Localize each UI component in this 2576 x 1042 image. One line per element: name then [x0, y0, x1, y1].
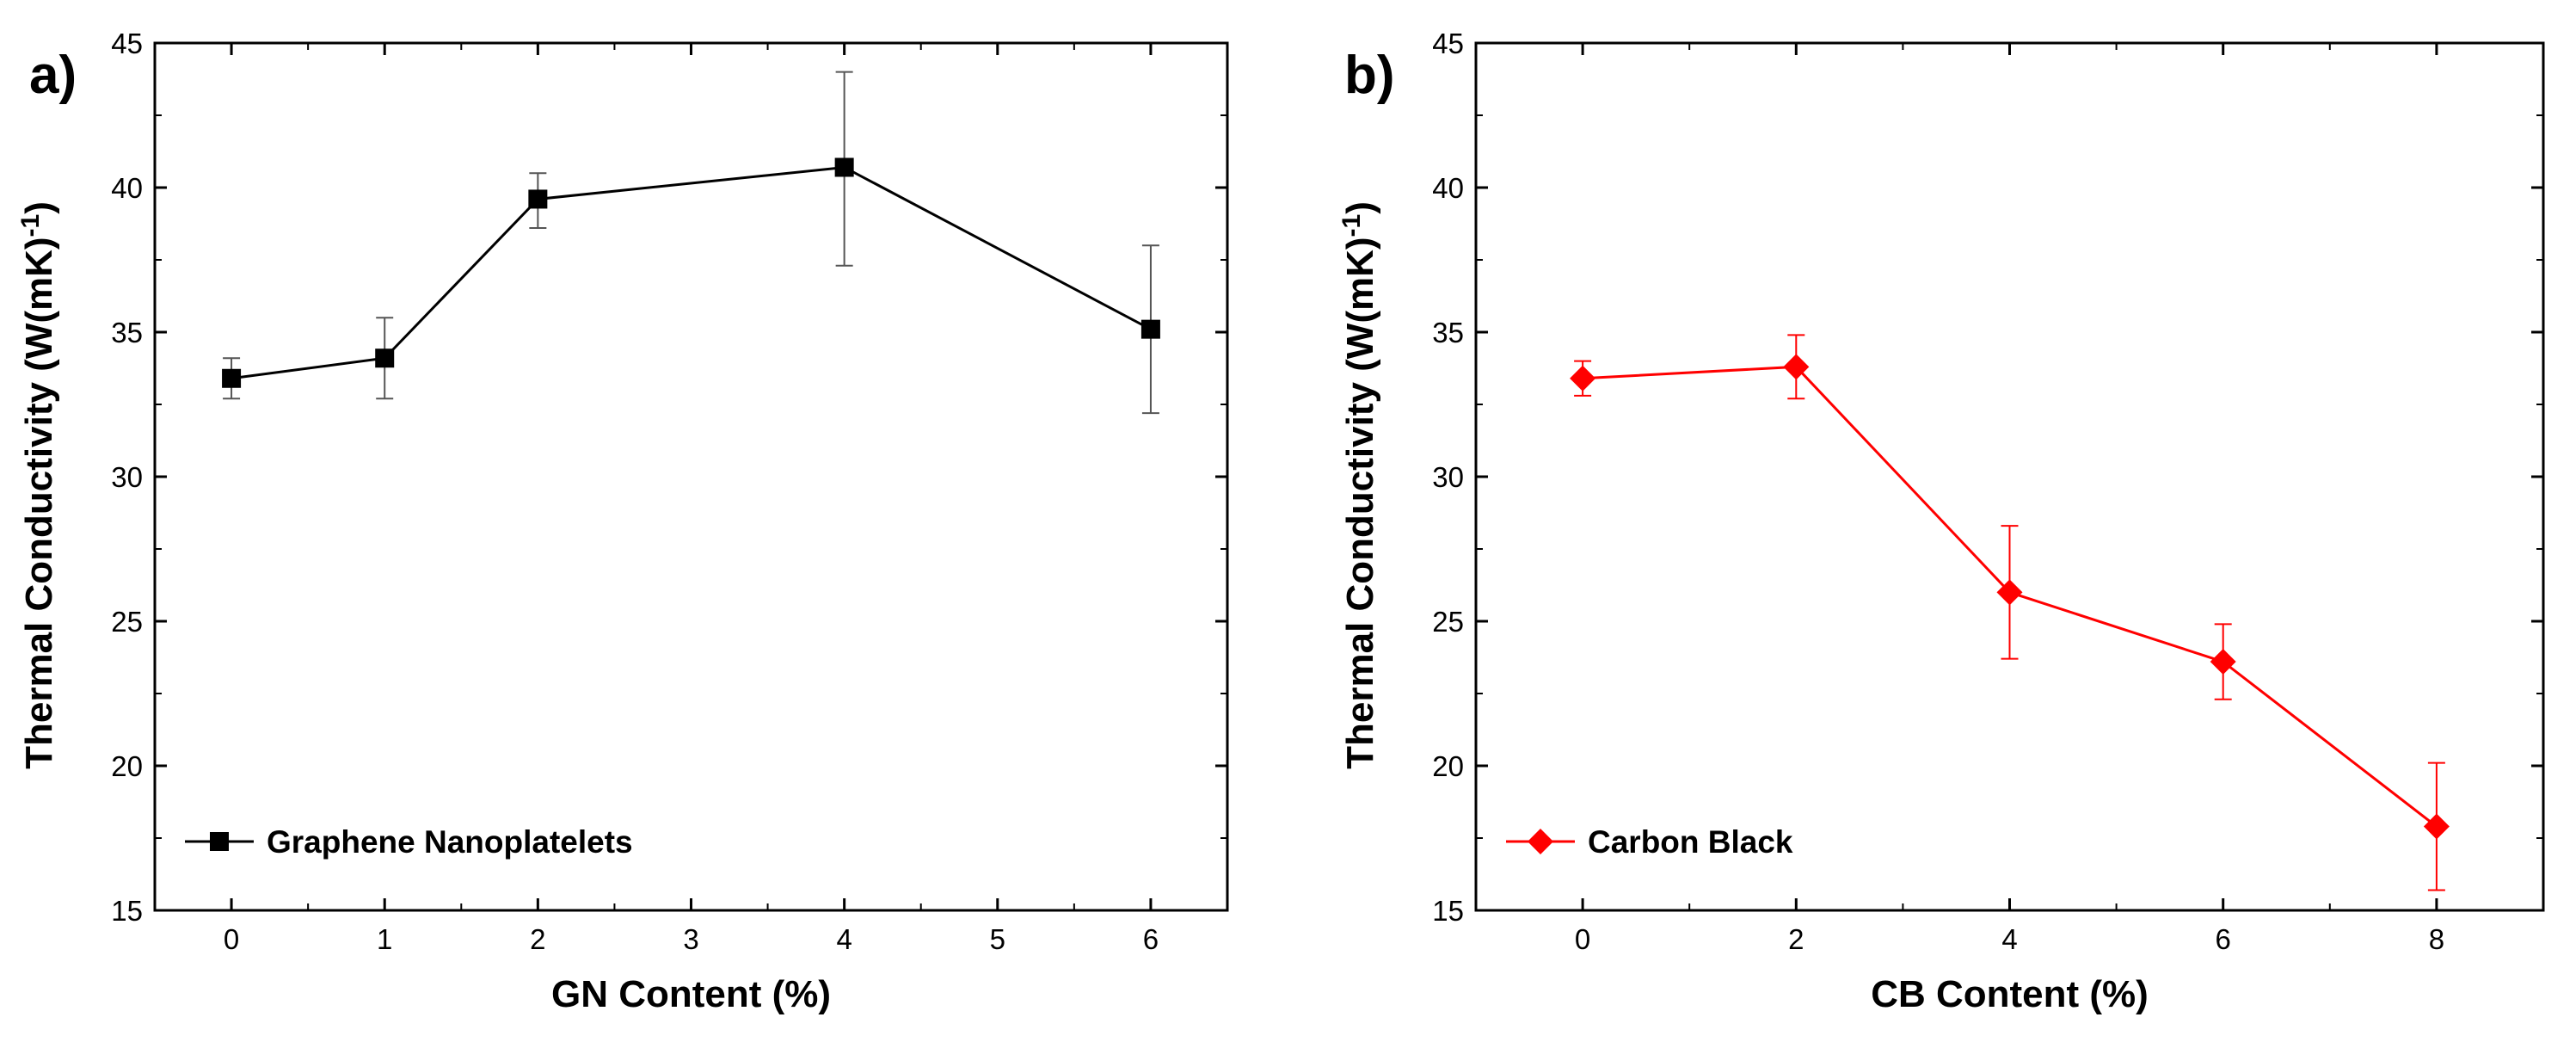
panel-b-legend: Carbon Black — [1506, 824, 1793, 860]
panel-b-y-axis-title: Thermal Conductivity (W(mK)-1) — [1337, 201, 1381, 769]
panel-a-y-axis-title-superscript: -1 — [16, 214, 45, 237]
panel-b-chart: b) 0 2 4 6 8 15 20 25 30 35 40 45 CB Content (%) Th… — [1337, 28, 2545, 1015]
panel-a-data-point — [528, 189, 548, 209]
panel-a-x-tick-label: 5 — [990, 923, 1005, 955]
panel-a-y-tick-label: 45 — [111, 28, 143, 59]
panel-b-data-point — [1996, 579, 2023, 606]
panel-b-x-tick-label: 0 — [1575, 923, 1590, 955]
panel-a-x-tick-label: 0 — [224, 923, 239, 955]
panel-b-x-tick-label: 4 — [2001, 923, 2017, 955]
panel-a-data-point — [834, 157, 854, 177]
panel-a-x-tick-label: 6 — [1143, 923, 1159, 955]
panel-b-legend-marker-shape — [1528, 829, 1553, 854]
panel-a-label: a) — [29, 46, 77, 105]
panel-b-markers — [1570, 354, 2450, 840]
panel-a-y-axis-title: Thermal Conductivity (W(mK)-1) — [16, 201, 60, 769]
panel-a-y-tick-label: 30 — [111, 461, 143, 493]
panel-b-y-axis-title-main: Thermal Conductivity (W(mK) — [1339, 237, 1381, 768]
panel-b-y-tick-label: 35 — [1432, 317, 1464, 348]
panel-b-y-tick-label: 40 — [1432, 172, 1464, 204]
panel-b-x-tick-label: 6 — [2216, 923, 2231, 955]
panel-a-data-point — [375, 348, 395, 368]
panel-b-y-axis-title-superscript: -1 — [1337, 214, 1366, 237]
panel-b-ticks: 0 2 4 6 8 15 20 25 30 35 40 45 — [1432, 28, 2543, 955]
panel-a-legend-label: Graphene Nanoplatelets — [267, 824, 633, 860]
panel-b-y-tick-label: 30 — [1432, 461, 1464, 493]
panel-b-x-tick-label: 8 — [2429, 923, 2444, 955]
panel-a-x-tick-label: 2 — [530, 923, 545, 955]
panel-b-y-tick-label: 20 — [1432, 750, 1464, 782]
panel-b-data-point — [2423, 813, 2450, 840]
panel-a-y-tick-label: 20 — [111, 750, 143, 782]
panel-b-label: b) — [1344, 46, 1395, 105]
panel-a-data-point — [1140, 319, 1160, 339]
panel-a-x-tick-label: 4 — [836, 923, 851, 955]
panel-a-y-axis-title-main: Thermal Conductivity (W(mK) — [18, 237, 60, 768]
panel-b-data-point — [1783, 354, 1810, 380]
panel-a-y-tick-label: 35 — [111, 317, 143, 348]
panel-b-data-point — [2210, 649, 2236, 675]
panel-a-x-tick-label: 3 — [683, 923, 698, 955]
panel-b-x-tick-label: 2 — [1788, 923, 1804, 955]
panel-a-y-axis-title-close: ) — [18, 201, 60, 214]
panel-a-legend-marker-shape — [210, 832, 229, 851]
panel-a-legend-marker — [210, 832, 229, 851]
panel-b-legend-marker — [1528, 829, 1553, 854]
panel-b-y-axis-title-close: ) — [1339, 201, 1381, 214]
panel-a-legend: Graphene Nanoplatelets — [185, 824, 633, 860]
panel-b-x-axis-title: CB Content (%) — [1871, 973, 2149, 1015]
panel-b-y-tick-label: 45 — [1432, 28, 1464, 59]
panel-a-y-tick-label: 15 — [111, 895, 143, 927]
panel-a-markers — [222, 157, 1160, 388]
panel-a-x-tick-label: 1 — [377, 923, 392, 955]
panel-a-data-point — [222, 368, 242, 388]
panel-b-y-tick-label: 25 — [1432, 606, 1464, 638]
panel-b-y-tick-label: 15 — [1432, 895, 1464, 927]
panel-b-data-point — [1570, 365, 1596, 392]
panel-a-x-axis-title: GN Content (%) — [551, 973, 831, 1015]
panel-b-legend-label: Carbon Black — [1588, 824, 1793, 860]
panel-a-y-tick-label: 25 — [111, 606, 143, 638]
panel-a-y-tick-label: 40 — [111, 172, 143, 204]
